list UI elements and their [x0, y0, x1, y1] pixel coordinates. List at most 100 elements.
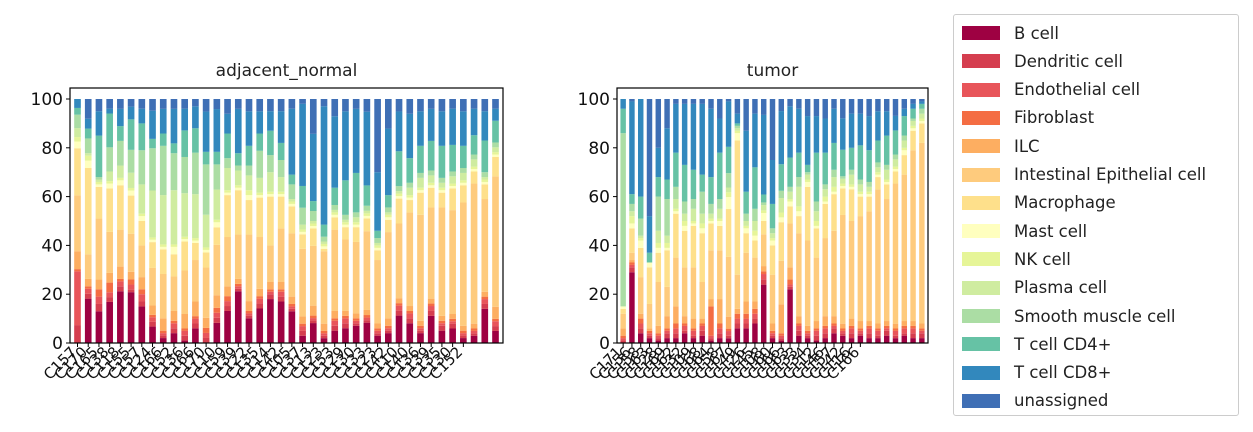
plot-frame	[616, 87, 929, 344]
bar-segment	[787, 286, 793, 290]
bar-segment	[159, 133, 167, 146]
bar-segment	[352, 172, 360, 213]
bar-segment	[708, 177, 714, 204]
bar-segment	[752, 323, 758, 343]
bar-segment	[883, 199, 890, 322]
bar-segment	[840, 178, 846, 184]
bar-segment	[629, 272, 635, 343]
bar-segment	[690, 338, 697, 343]
legend-label: Mast cell	[1014, 221, 1088, 241]
bar-segment	[256, 308, 264, 343]
bar-segment	[804, 325, 811, 331]
bar-segment	[664, 128, 670, 180]
legend-item: Mast cell	[962, 220, 1087, 242]
bar-segment	[406, 197, 414, 201]
bar-segment	[385, 333, 392, 343]
bar-segment	[202, 164, 210, 215]
bar-segment	[857, 99, 864, 114]
bar-segment	[831, 99, 837, 109]
bar-segment	[224, 133, 231, 159]
bar-segment	[299, 330, 306, 336]
bar-segment	[127, 149, 135, 173]
bar-segment	[74, 148, 81, 196]
panel-title: adjacent_normal	[216, 61, 358, 81]
bar-segment	[620, 108, 626, 134]
bar-segment	[831, 142, 837, 170]
bar-segment	[778, 212, 785, 218]
bar-segment	[385, 328, 392, 331]
bar-segment	[181, 130, 189, 157]
bar-segment	[734, 308, 741, 314]
bar-segment	[95, 135, 103, 178]
bar-segment	[699, 228, 705, 234]
bar-segment	[620, 328, 626, 336]
bar-segment	[760, 194, 767, 203]
bar-segment	[213, 322, 221, 343]
bar-segment	[352, 217, 360, 223]
bar-segment	[117, 286, 124, 292]
bar-segment	[655, 99, 662, 148]
bar-segment	[138, 99, 146, 109]
bar-segment	[857, 113, 864, 146]
bar-segment	[901, 147, 908, 151]
bar-segment	[192, 106, 199, 129]
bar-segment	[848, 174, 855, 185]
bar-segment	[813, 228, 820, 258]
bar-segment	[840, 335, 846, 343]
bar-segment	[813, 152, 820, 202]
bar-segment	[234, 190, 242, 235]
bar-segment	[74, 269, 81, 272]
bar-segment	[288, 184, 296, 200]
bar-segment	[406, 310, 414, 314]
bar-segment	[883, 135, 890, 165]
bar-segment	[417, 172, 424, 178]
bar-segment	[664, 199, 670, 236]
bar-segment	[681, 230, 688, 268]
bar-segment	[699, 323, 705, 326]
bar-segment	[646, 328, 653, 331]
bar-segment	[385, 99, 392, 129]
bar-segment	[149, 242, 156, 268]
bar-segment	[234, 283, 242, 287]
bar-segment	[449, 108, 456, 145]
bar-segment	[309, 228, 317, 246]
bar-segment	[159, 338, 167, 343]
bar-segment	[831, 191, 837, 195]
bar-segment	[395, 310, 403, 316]
bar-segment	[374, 260, 381, 324]
bar-segment	[831, 323, 837, 326]
bar-segment	[681, 325, 688, 331]
bar-segment	[813, 330, 820, 336]
bar-segment	[866, 333, 872, 339]
bar-segment	[267, 291, 274, 295]
bar-segment	[848, 318, 855, 326]
bar-segment	[769, 335, 776, 339]
bar-segment	[74, 128, 81, 138]
bar-segment	[840, 185, 846, 189]
bar-segment	[192, 194, 199, 239]
bar-segment	[769, 333, 776, 336]
bar-segment	[708, 218, 714, 221]
bar-segment	[213, 295, 221, 308]
bar-segment	[752, 235, 758, 241]
bar-segment	[831, 194, 837, 231]
bar-segment	[374, 250, 381, 261]
bar-segment	[638, 328, 644, 334]
bar-segment	[84, 155, 92, 161]
bar-segment	[813, 99, 820, 117]
bar-segment	[460, 202, 467, 326]
bar-segment	[673, 257, 679, 307]
bar-segment	[117, 177, 124, 181]
bar-segment	[857, 191, 864, 195]
bar-segment	[492, 156, 499, 177]
bar-segment	[681, 164, 688, 202]
bar-segment	[202, 111, 210, 152]
bar-segment	[460, 168, 467, 173]
bar-segment	[460, 335, 467, 339]
bar-segment	[875, 99, 881, 112]
bar-segment	[840, 333, 846, 336]
bar-segment	[875, 330, 881, 336]
bar-segment	[374, 172, 381, 231]
bar-segment	[787, 186, 793, 192]
bar-segment	[725, 99, 732, 102]
